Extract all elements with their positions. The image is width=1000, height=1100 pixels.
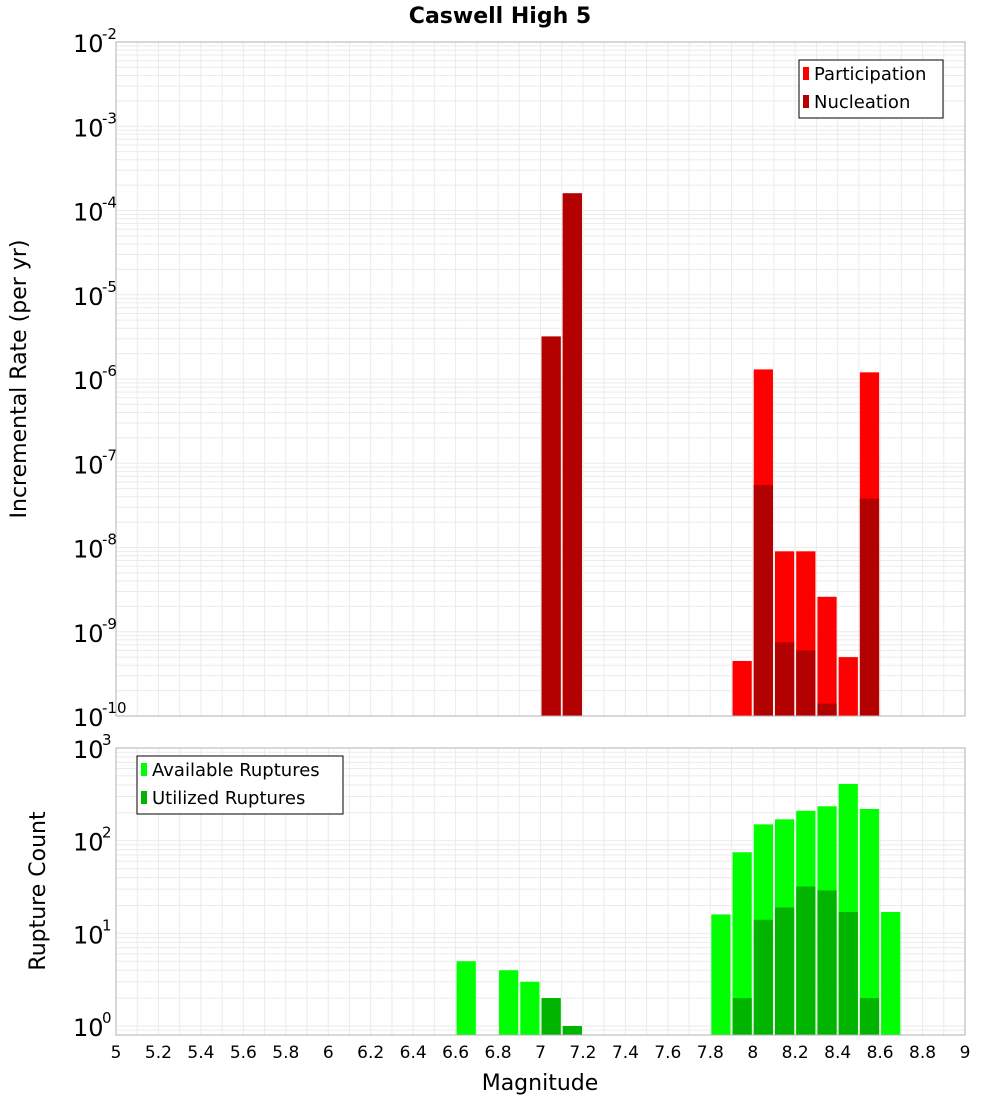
y-tick-exponent: -2 [102, 25, 117, 43]
x-tick-label: 7 [535, 1043, 546, 1063]
legend-label: Nucleation [814, 92, 910, 113]
y-tick-exponent: -9 [102, 615, 117, 633]
bottom-y-axis-label: Rupture Count [26, 811, 51, 971]
y-tick-label: 10 [73, 30, 104, 58]
x-tick-label: 6.8 [485, 1043, 512, 1063]
x-tick-label: 9 [960, 1043, 971, 1063]
x-tick-label: 7.4 [612, 1043, 639, 1063]
x-tick-label: 5.8 [272, 1043, 299, 1063]
bar-nucleation-8.55 [859, 498, 880, 716]
bar-available-ruptures-6.85 [499, 970, 519, 1035]
bar-nucleation-8.15 [774, 642, 795, 716]
plot-frame [115, 41, 966, 717]
x-tick-label: 6 [323, 1043, 334, 1063]
x-tick-label: 8.4 [824, 1043, 851, 1063]
x-tick-label: 5.6 [230, 1043, 257, 1063]
y-tick-exponent: -10 [102, 699, 127, 717]
y-tick-exponent: -7 [102, 446, 117, 464]
bar-nucleation-8.35 [817, 703, 837, 716]
x-tick-label: 5.2 [145, 1043, 172, 1063]
bar-utilized-ruptures-8.15 [774, 907, 795, 1035]
y-tick-label: 10 [73, 704, 104, 732]
x-tick-label: 7.2 [569, 1043, 596, 1063]
bar-utilized-ruptures-7.15 [562, 1026, 582, 1035]
x-axis-label: Magnitude [482, 1071, 599, 1096]
legend-box [798, 59, 944, 119]
y-tick-label: 10 [73, 620, 104, 648]
y-tick-label: 10 [73, 283, 104, 311]
legend: Available Ruptures Utilized Ruptures [136, 755, 344, 815]
x-tick-label: 8.6 [867, 1043, 894, 1063]
y-tick-label: 10 [73, 536, 104, 564]
bar-utilized-ruptures-7.05 [541, 998, 561, 1035]
y-tick-label: 10 [73, 921, 104, 949]
x-tick-label: 8.8 [909, 1043, 936, 1063]
y-tick-exponent: -5 [102, 278, 117, 296]
y-tick-label: 10 [73, 199, 104, 227]
y-tick-label: 10 [73, 829, 104, 857]
y-tick-label: 10 [73, 736, 104, 764]
y-tick-exponent: -8 [102, 531, 117, 549]
x-tick-label: 7.8 [697, 1043, 724, 1063]
bar-nucleation-8.05 [753, 485, 773, 716]
top-y-axis-label: Incremental Rate (per yr) [7, 240, 32, 519]
bar-nucleation-8.25 [796, 650, 816, 716]
bar-available-ruptures-8.55 [859, 808, 880, 1035]
legend-swatch [141, 791, 147, 804]
bar-utilized-ruptures-8.25 [796, 886, 816, 1035]
bar-available-ruptures-8.65 [881, 911, 901, 1035]
bar-utilized-ruptures-8.35 [817, 890, 837, 1035]
x-tick-label: 5 [111, 1043, 122, 1063]
bar-utilized-ruptures-8.05 [753, 919, 773, 1035]
y-tick-label: 10 [73, 451, 104, 479]
legend-swatch [141, 763, 147, 776]
legend-swatch [803, 67, 809, 80]
y-tick-exponent: 2 [102, 824, 112, 842]
x-tick-label: 8.2 [782, 1043, 809, 1063]
bar-utilized-ruptures-8.45 [838, 911, 858, 1035]
legend: Participation Nucleation [798, 59, 944, 119]
y-tick-label: 10 [73, 367, 104, 395]
y-tick-label: 10 [73, 1014, 104, 1042]
bar-nucleation-7.05 [541, 336, 561, 716]
legend-label: Available Ruptures [152, 760, 320, 781]
y-tick-exponent: 3 [102, 731, 112, 749]
legend-swatch [803, 95, 809, 108]
y-tick-exponent: -6 [102, 362, 117, 380]
y-tick-exponent: 0 [102, 1009, 112, 1027]
legend-label: Utilized Ruptures [152, 788, 305, 809]
bar-available-ruptures-7.85 [711, 914, 731, 1035]
y-tick-exponent: -4 [102, 194, 117, 212]
rate-panel: 10-1010-910-810-710-610-510-410-310-2Par… [73, 25, 966, 732]
bar-participation-8.45 [838, 657, 858, 716]
y-tick-exponent: 1 [102, 916, 112, 934]
bar-available-ruptures-7.95 [732, 852, 752, 1035]
bar-utilized-ruptures-7.95 [732, 998, 752, 1035]
bar-participation-8.35 [817, 596, 837, 716]
bar-available-ruptures-6.65 [456, 961, 476, 1035]
y-tick-exponent: -3 [102, 109, 117, 127]
y-tick-label: 10 [73, 114, 104, 142]
bar-available-ruptures-6.95 [520, 981, 540, 1035]
x-tick-label: 6.4 [400, 1043, 427, 1063]
x-tick-label: 7.6 [654, 1043, 681, 1063]
x-tick-label: 6.6 [442, 1043, 469, 1063]
bar-utilized-ruptures-8.55 [859, 998, 880, 1035]
legend-label: Participation [814, 64, 926, 85]
x-tick-label: 6.2 [357, 1043, 384, 1063]
x-tick-label: 5.4 [187, 1043, 214, 1063]
plot-frame [115, 747, 966, 1036]
bar-participation-7.95 [732, 660, 752, 716]
x-tick-label: 8 [747, 1043, 758, 1063]
legend-box [136, 755, 344, 815]
chart-title: Caswell High 5 [409, 4, 591, 29]
bar-nucleation-7.15 [562, 193, 582, 717]
